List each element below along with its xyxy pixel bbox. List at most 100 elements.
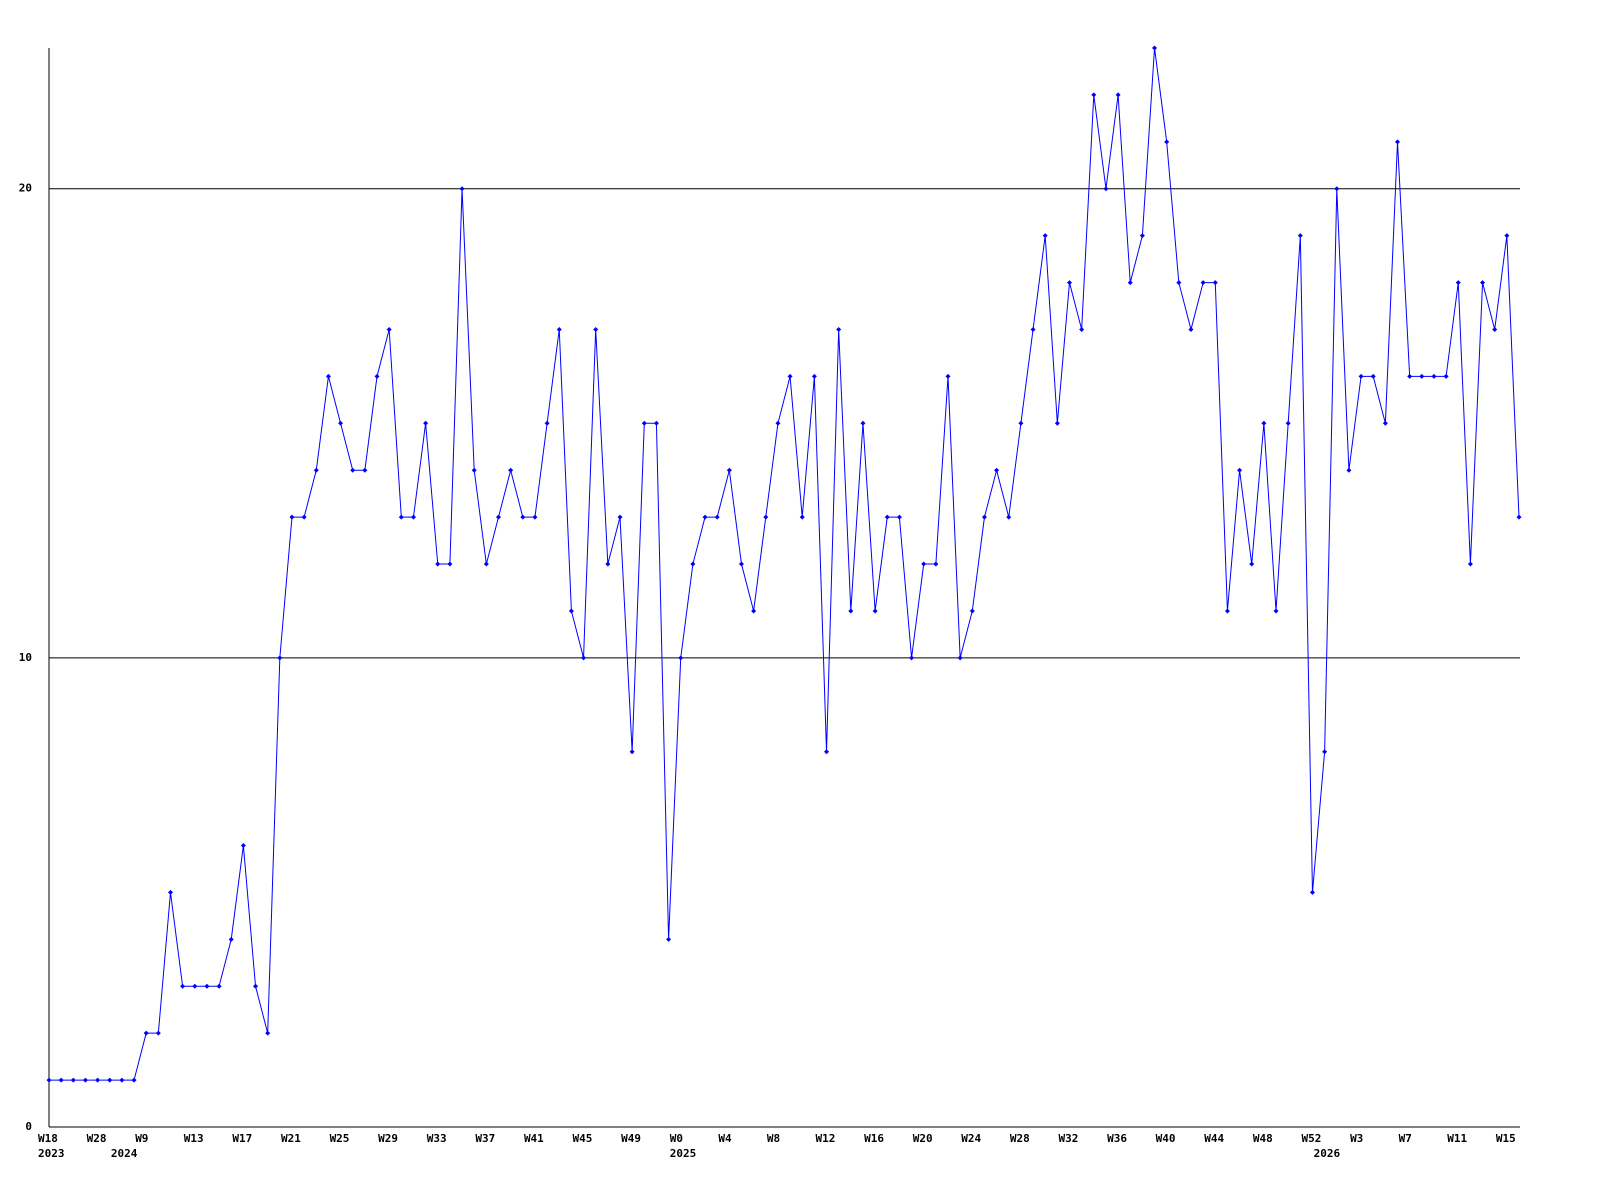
y-tick-label: 10: [19, 651, 32, 664]
point: [107, 1077, 113, 1083]
x-tick-label: W29: [378, 1132, 398, 1145]
point: [325, 373, 331, 379]
point: [1516, 514, 1522, 520]
point: [1382, 420, 1388, 426]
point: [119, 1077, 125, 1083]
point: [605, 561, 611, 567]
x-tick-label: W7: [1399, 1132, 1412, 1145]
x-tick-label: W0: [670, 1132, 683, 1145]
x-tick-label: W17: [232, 1132, 252, 1145]
point: [167, 889, 173, 895]
point: [1139, 233, 1145, 239]
point: [95, 1077, 101, 1083]
point: [994, 467, 1000, 473]
point: [799, 514, 805, 520]
point: [896, 514, 902, 520]
point: [228, 936, 234, 942]
point: [969, 608, 975, 614]
point: [1030, 326, 1036, 332]
x-tick-label: W41: [524, 1132, 544, 1145]
x-tick-label: W37: [475, 1132, 495, 1145]
point: [289, 514, 295, 520]
x-tick-label: W45: [573, 1132, 593, 1145]
point: [1467, 561, 1473, 567]
x-tick-label: W40: [1156, 1132, 1176, 1145]
point: [1018, 420, 1024, 426]
point: [350, 467, 356, 473]
point: [556, 326, 562, 332]
point: [483, 561, 489, 567]
point: [957, 655, 963, 661]
x-tick-label: W32: [1058, 1132, 1078, 1145]
x-tick-label: W9: [135, 1132, 148, 1145]
point: [1006, 514, 1012, 520]
y-tick-label: 0: [25, 1120, 32, 1133]
point: [763, 514, 769, 520]
point: [362, 467, 368, 473]
point: [981, 514, 987, 520]
point: [811, 373, 817, 379]
point: [593, 326, 599, 332]
x-year-label: 2026: [1314, 1147, 1341, 1160]
point: [933, 561, 939, 567]
point: [532, 514, 538, 520]
point: [1042, 233, 1048, 239]
x-tick-label: W3: [1350, 1132, 1363, 1145]
point: [1066, 280, 1072, 286]
point: [82, 1077, 88, 1083]
point: [70, 1077, 76, 1083]
point: [131, 1077, 137, 1083]
point: [678, 655, 684, 661]
x-tick-label: W49: [621, 1132, 641, 1145]
x-tick-label: W4: [718, 1132, 732, 1145]
line: [49, 47, 1520, 1081]
point: [617, 514, 623, 520]
point: [629, 749, 635, 755]
x-tick-label: W8: [767, 1132, 780, 1145]
point: [544, 420, 550, 426]
point: [1200, 280, 1206, 286]
point: [1079, 326, 1085, 332]
point: [423, 420, 429, 426]
point: [690, 561, 696, 567]
point: [1443, 373, 1449, 379]
point: [143, 1030, 149, 1036]
point: [884, 514, 890, 520]
x-tick-label: W28: [1010, 1132, 1030, 1145]
x-tick-label: W52: [1301, 1132, 1321, 1145]
point: [581, 655, 587, 661]
point: [180, 983, 186, 989]
x-year-label: 2025: [670, 1147, 697, 1160]
point: [58, 1077, 64, 1083]
point: [301, 514, 307, 520]
point: [872, 608, 878, 614]
x-tick-label: W11: [1447, 1132, 1467, 1145]
point: [520, 514, 526, 520]
point: [860, 420, 866, 426]
x-tick-label: W15: [1496, 1132, 1516, 1145]
point: [836, 326, 842, 332]
x-tick-label: W33: [427, 1132, 447, 1145]
point: [1504, 233, 1510, 239]
x-tick-label: W48: [1253, 1132, 1273, 1145]
point: [1395, 139, 1401, 145]
x-tick-label: W36: [1107, 1132, 1127, 1145]
x-tick-label: W28: [87, 1132, 107, 1145]
point: [1431, 373, 1437, 379]
x-tick-label: W20: [913, 1132, 933, 1145]
x-tick-label: W13: [184, 1132, 204, 1145]
point: [155, 1030, 161, 1036]
point: [568, 608, 574, 614]
point: [435, 561, 441, 567]
point: [447, 561, 453, 567]
point: [240, 843, 246, 849]
x-tick-label: W21: [281, 1132, 301, 1145]
point: [1419, 373, 1425, 379]
point: [1261, 420, 1267, 426]
point: [945, 373, 951, 379]
x-tick-label: W16: [864, 1132, 884, 1145]
point: [1346, 467, 1352, 473]
point: [192, 983, 198, 989]
point: [1103, 186, 1109, 192]
point: [46, 1077, 52, 1083]
